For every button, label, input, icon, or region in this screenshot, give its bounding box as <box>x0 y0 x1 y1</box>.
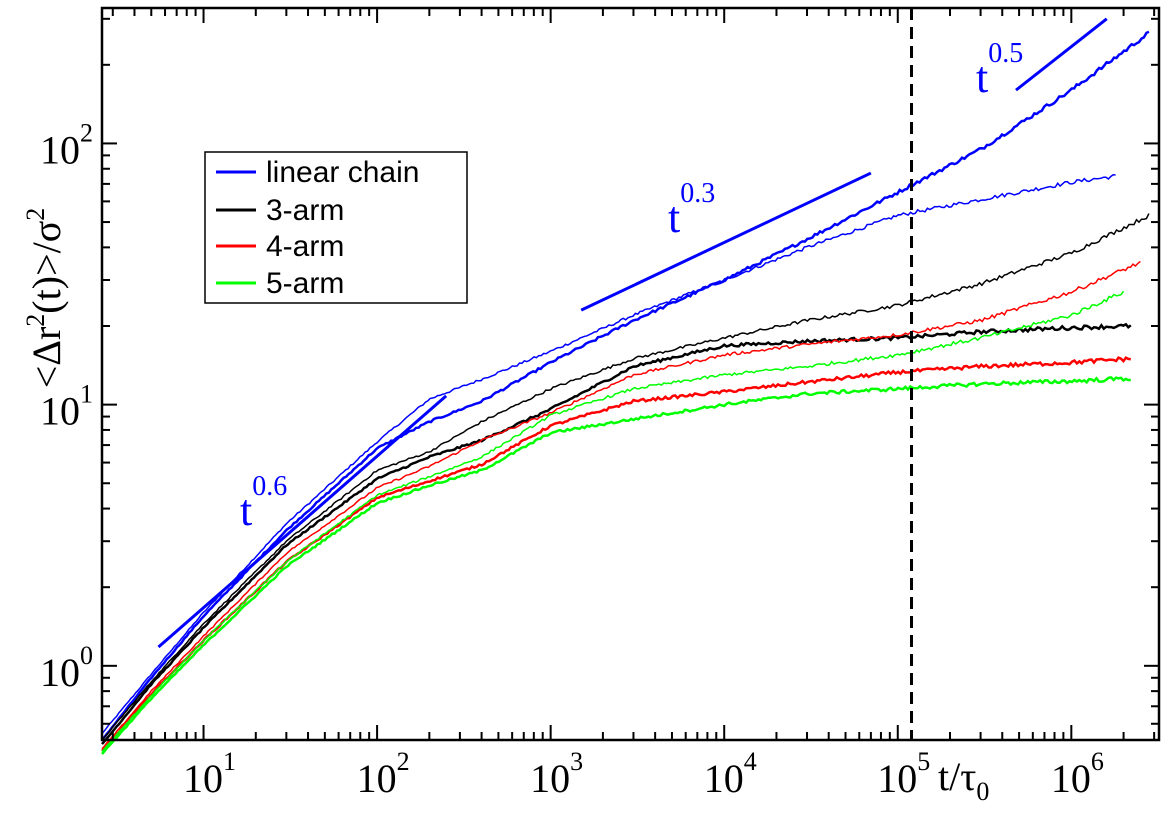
slope-label-2: t0.5 <box>976 38 1023 102</box>
series-line-4 <box>101 260 1141 750</box>
series-line-2 <box>101 213 1150 741</box>
y-label-exp-1: 2 <box>21 314 50 327</box>
slope-label-1: t0.3 <box>668 178 715 242</box>
svg-text:<Δr2(t)>/σ2: <Δr2(t)>/σ2 <box>21 208 69 389</box>
y-label-part-2: (t)>/σ <box>24 221 69 314</box>
x-tick-label-4: 105 <box>877 747 930 801</box>
legend-label-1: 3-arm <box>266 194 344 227</box>
axis-ticks: 101 102 103 104 105 106 100 101 102 <box>40 8 1159 801</box>
x-tick-label-3: 104 <box>704 747 757 801</box>
legend-box <box>204 151 468 304</box>
slope-label-0: t0.6 <box>240 471 287 535</box>
slope-line-0 <box>157 394 448 649</box>
y-label-part-1: <Δr <box>24 327 69 389</box>
slope-line-2 <box>1015 17 1108 92</box>
series-line-5 <box>101 356 1131 752</box>
legend-label-0: linear chain <box>266 156 419 189</box>
y-label-exp-2: 2 <box>21 208 50 221</box>
x-label-sub: 0 <box>976 777 989 806</box>
x-axis-label: t/τ0 <box>938 754 989 806</box>
x-tick-label-2: 103 <box>530 747 583 801</box>
series-layer <box>101 30 1150 755</box>
legend-label-3: 5-arm <box>266 267 344 300</box>
y-tick-label-1: 101 <box>40 380 93 434</box>
series-line-3 <box>101 322 1132 745</box>
x-tick-label-5: 106 <box>1051 747 1104 801</box>
legend-label-2: 4-arm <box>266 230 344 263</box>
series-line-0 <box>101 174 1116 735</box>
series-line-7 <box>101 376 1131 755</box>
slope-line-1 <box>580 171 872 312</box>
reference-slopes <box>157 17 1108 649</box>
series-line-1 <box>101 30 1150 741</box>
legend: linear chain 3-arm 4-arm 5-arm <box>204 151 468 304</box>
y-tick-label-2: 102 <box>40 118 93 172</box>
y-axis-label: <Δr2(t)>/σ2 <box>21 208 69 389</box>
plot-frame <box>100 6 1161 742</box>
x-label-base: t/τ <box>938 754 976 799</box>
y-tick-label-0: 100 <box>40 641 93 695</box>
x-tick-label-1: 102 <box>357 747 410 801</box>
x-tick-label-0: 101 <box>183 747 236 801</box>
series-line-6 <box>101 290 1125 752</box>
